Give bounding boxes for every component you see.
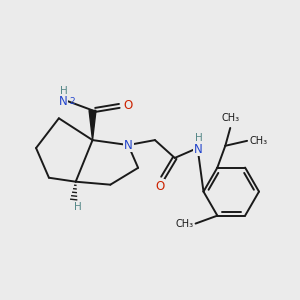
Text: N: N	[194, 142, 203, 155]
Polygon shape	[89, 110, 96, 140]
Text: N: N	[58, 95, 67, 108]
Text: H: H	[60, 85, 68, 96]
Text: N: N	[124, 139, 133, 152]
Text: CH₃: CH₃	[249, 136, 267, 146]
Text: H: H	[74, 202, 82, 212]
Text: 2: 2	[70, 97, 75, 106]
Text: O: O	[124, 99, 133, 112]
Text: CH₃: CH₃	[176, 219, 194, 229]
Text: O: O	[155, 180, 164, 193]
Text: CH₃: CH₃	[221, 113, 239, 123]
Text: H: H	[195, 133, 203, 143]
